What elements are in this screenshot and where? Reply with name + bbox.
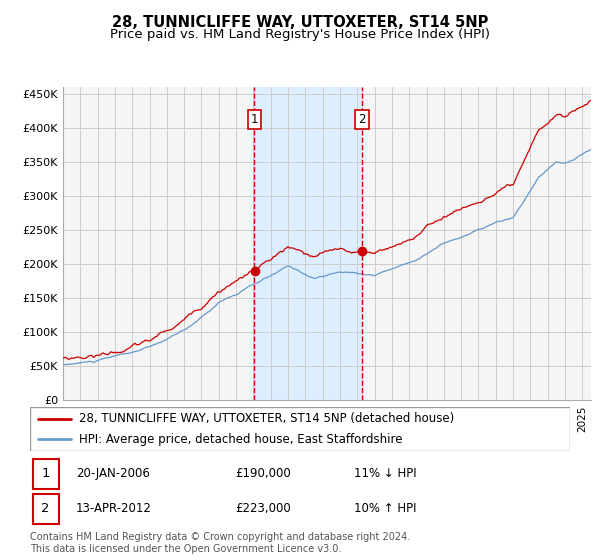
Text: 2: 2 <box>41 502 50 515</box>
Text: £223,000: £223,000 <box>235 502 291 515</box>
Text: 28, TUNNICLIFFE WAY, UTTOXETER, ST14 5NP (detached house): 28, TUNNICLIFFE WAY, UTTOXETER, ST14 5NP… <box>79 412 454 426</box>
Text: 13-APR-2012: 13-APR-2012 <box>76 502 152 515</box>
Text: Price paid vs. HM Land Registry's House Price Index (HPI): Price paid vs. HM Land Registry's House … <box>110 28 490 41</box>
Text: 20-JAN-2006: 20-JAN-2006 <box>76 468 150 480</box>
Text: 1: 1 <box>251 113 258 126</box>
Text: £190,000: £190,000 <box>235 468 291 480</box>
Text: 2: 2 <box>358 113 366 126</box>
Text: HPI: Average price, detached house, East Staffordshire: HPI: Average price, detached house, East… <box>79 432 402 446</box>
Bar <box>33 459 59 488</box>
Bar <box>33 494 59 524</box>
Text: 28, TUNNICLIFFE WAY, UTTOXETER, ST14 5NP: 28, TUNNICLIFFE WAY, UTTOXETER, ST14 5NP <box>112 15 488 30</box>
Text: 1: 1 <box>41 468 50 480</box>
Text: 10% ↑ HPI: 10% ↑ HPI <box>354 502 416 515</box>
Text: 11% ↓ HPI: 11% ↓ HPI <box>354 468 416 480</box>
Bar <box>254 87 362 400</box>
Text: Contains HM Land Registry data © Crown copyright and database right 2024.
This d: Contains HM Land Registry data © Crown c… <box>30 532 410 554</box>
